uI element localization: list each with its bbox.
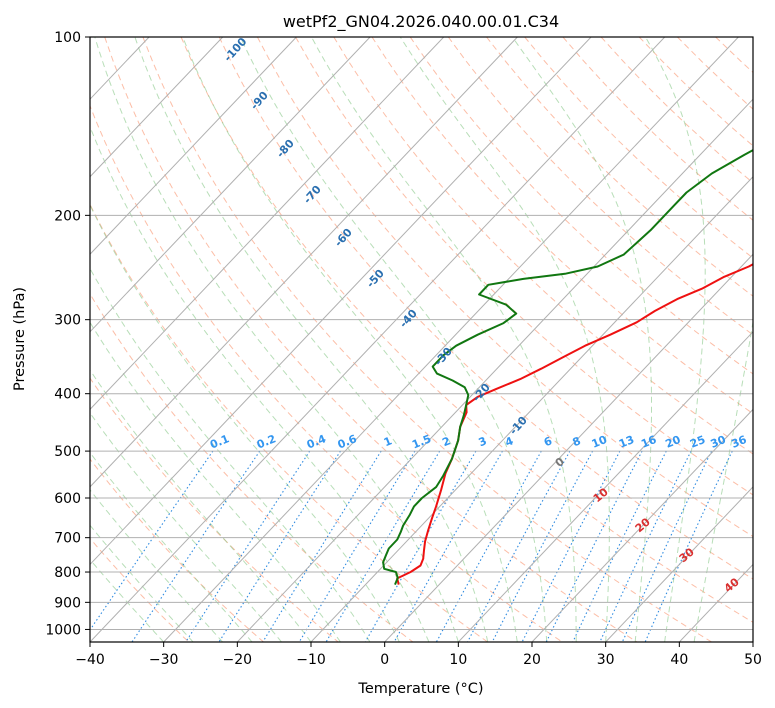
x-tick-label: −10 bbox=[296, 652, 326, 668]
x-tick-label: −40 bbox=[75, 652, 105, 668]
isotherm bbox=[90, 37, 297, 256]
plot-frame bbox=[89, 36, 754, 643]
moist-adiabat bbox=[94, 37, 459, 642]
isotherm bbox=[384, 253, 753, 642]
moist-adiabat bbox=[90, 321, 341, 642]
dry-adiabat bbox=[180, 37, 753, 623]
y-tick-label: 900 bbox=[54, 595, 81, 611]
moist-adiabat bbox=[90, 203, 400, 642]
isotherm bbox=[457, 331, 753, 642]
x-tick-label: 0 bbox=[380, 652, 389, 668]
y-tick-label: 200 bbox=[54, 208, 81, 224]
mixing-ratio-label: 2 bbox=[440, 434, 452, 449]
x-tick-label: −20 bbox=[223, 652, 253, 668]
x-tick-label: 50 bbox=[744, 652, 762, 668]
x-tick-label: −30 bbox=[149, 652, 179, 668]
mixing-ratio-line bbox=[491, 450, 594, 642]
isotherm bbox=[90, 37, 666, 642]
dry-adiabat bbox=[90, 458, 264, 642]
x-tick-label: 20 bbox=[523, 652, 541, 668]
y-tick-label: 600 bbox=[54, 491, 81, 507]
dry-adiabat bbox=[90, 104, 563, 642]
x-axis-title: Temperature (°C) bbox=[357, 681, 483, 697]
isotherm bbox=[90, 37, 518, 488]
mixing-ratio-label: 36 bbox=[729, 433, 748, 451]
mixing-ratio-line bbox=[572, 450, 667, 642]
isotherm bbox=[90, 37, 592, 566]
y-tick-label: 800 bbox=[54, 565, 81, 581]
moist-adiabat bbox=[182, 37, 518, 642]
dry-adiabat bbox=[90, 203, 488, 642]
isotherm bbox=[605, 486, 753, 642]
moist-adiabat bbox=[311, 37, 577, 642]
mixing-ratio-line bbox=[90, 450, 214, 631]
temperature-line bbox=[396, 263, 753, 585]
plot-background bbox=[90, 37, 753, 642]
moist-adiabat bbox=[90, 125, 430, 642]
isotherm bbox=[531, 408, 753, 642]
y-tick-label: 700 bbox=[54, 531, 81, 547]
isotherm bbox=[236, 98, 753, 642]
y-tick-label: 300 bbox=[54, 313, 81, 329]
y-tick-label: 1000 bbox=[45, 622, 81, 638]
dry-adiabat bbox=[409, 37, 753, 375]
isotherm bbox=[163, 37, 739, 642]
mixing-ratio-line bbox=[621, 450, 712, 642]
moist-adiabat bbox=[134, 37, 489, 642]
dry-adiabat bbox=[371, 37, 753, 415]
x-tick-label: 40 bbox=[670, 652, 688, 668]
mixing-ratio-line bbox=[262, 450, 382, 642]
x-tick-label: 10 bbox=[449, 652, 467, 668]
mixing-ratio-label: 30 bbox=[709, 433, 728, 451]
y-tick-label: 100 bbox=[54, 30, 81, 46]
mixing-ratio-label: 25 bbox=[688, 433, 707, 451]
mixing-ratio-label: 20 bbox=[663, 433, 682, 451]
mixing-ratio-line bbox=[599, 450, 692, 642]
mixing-ratio-label: 10 bbox=[590, 433, 609, 451]
dry-adiabat bbox=[104, 37, 638, 642]
mixing-ratio-label: 16 bbox=[639, 433, 658, 451]
isotherm bbox=[90, 37, 224, 178]
isotherm bbox=[90, 37, 445, 411]
mixing-ratio-line bbox=[521, 450, 621, 642]
mixing-ratio-line bbox=[298, 450, 416, 642]
moist-adiabat bbox=[693, 319, 753, 642]
chart-title: wetPf2_GN04.2026.040.00.01.C34 bbox=[283, 12, 559, 32]
y-axis-title: Pressure (hPa) bbox=[12, 287, 28, 391]
mixing-ratio-label: 1 bbox=[382, 434, 394, 449]
moist-adiabat bbox=[90, 267, 371, 642]
x-tick-label: 30 bbox=[597, 652, 615, 668]
y-tick-label: 500 bbox=[54, 444, 81, 460]
dewpoint-line bbox=[382, 148, 753, 585]
mixing-ratio-line bbox=[435, 450, 542, 642]
moist-adiabat bbox=[239, 37, 548, 642]
mixing-ratio-label: 8 bbox=[571, 434, 583, 449]
axes: −40 −30 −20 −10 0 10 20 30 40 50 1000 900 800 700 600 5… bbox=[45, 30, 762, 668]
dry-adiabat bbox=[142, 37, 712, 642]
mixing-ratio-line bbox=[545, 450, 643, 642]
moist-adiabat bbox=[511, 37, 652, 642]
mixing-ratio-label: 13 bbox=[617, 433, 636, 451]
dry-adiabat bbox=[218, 37, 753, 580]
background-lines bbox=[90, 37, 753, 642]
y-tick-label: 400 bbox=[54, 387, 81, 403]
mixing-ratio-label: 3 bbox=[477, 434, 489, 449]
moist-adiabat bbox=[645, 37, 706, 642]
moist-adiabat bbox=[399, 37, 610, 642]
mixing-ratio-line bbox=[467, 450, 571, 642]
profile-lines bbox=[382, 148, 753, 585]
moist-adiabat bbox=[90, 451, 253, 642]
isotherm bbox=[90, 37, 371, 333]
